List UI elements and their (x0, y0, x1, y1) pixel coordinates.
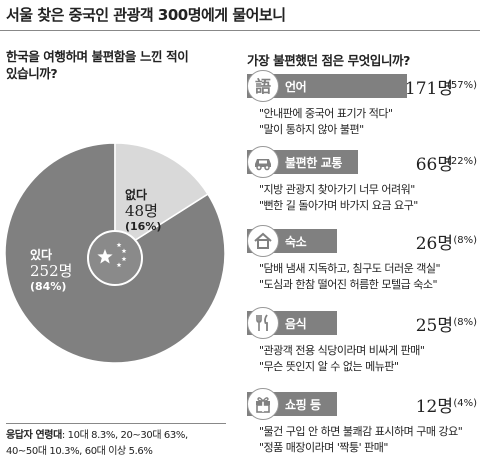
bar-category-label: 불편한 교통 (285, 156, 342, 170)
bar-row: 語 언어 171명 (57%) (247, 70, 477, 102)
quote-text: "뻔한 길 돌아가며 바가지 요금 요구" (259, 199, 418, 212)
fork-knife-icon (247, 307, 279, 339)
note-divider (6, 423, 226, 424)
flag-big-star (97, 249, 113, 264)
bar-pct-label: (8%) (453, 235, 477, 246)
pie-no-pct: (16%) (125, 220, 162, 233)
bar-category-label: 쇼핑 등 (285, 398, 321, 412)
quote-text: "안내판에 중국어 표기가 적다" (259, 107, 393, 120)
bar-count-label: 66명 (415, 155, 453, 175)
language-icon: 語 (247, 70, 279, 102)
bar-question: 가장 불편했던 점은 무엇입니까? (247, 53, 411, 68)
quote-text: "담배 냄새 지독하고, 침구도 더러운 객실" (259, 262, 441, 275)
title-divider (0, 30, 480, 31)
bar-item: 음식 25명 (8%) "관광객 전용 식당이라며 비싸게 판매" "무슨 뜻인지 알 … (247, 307, 477, 375)
bar-pct-label: (8%) (453, 317, 477, 328)
bar-row: 음식 25명 (8%) (247, 307, 477, 339)
bar-row: 쇼핑 등 12명 (4%) (247, 388, 477, 420)
pie-question: 한국을 여행하며 불편함을 느낀 적이 있습니까? (6, 48, 226, 82)
bar-count-label: 26명 (415, 234, 453, 254)
pie-svg (4, 142, 226, 364)
quote-list: "안내판에 중국어 표기가 적다" "말이 통하지 않아 불편" (247, 106, 477, 138)
quote-list: "물건 구입 안 하면 불쾌감 표시하며 구매 강요" "정품 매장이라며 '짝퉁… (247, 424, 477, 456)
bar-pct-label: (22%) (446, 156, 477, 167)
quote-text: "지방 관광지 찾아가기 너무 어려워" (259, 183, 415, 196)
bar-row: 불편한 교통 66명 (22%) (247, 146, 477, 178)
quote-text: "말이 통하지 않아 불편" (259, 123, 364, 136)
flag-circle (87, 230, 143, 286)
bar-item: 불편한 교통 66명 (22%) "지방 관광지 찾아가기 너무 어려워" "뻔한 길 … (247, 146, 477, 214)
quote-text: "무슨 뜻인지 알 수 없는 메뉴판" (259, 360, 399, 373)
note-label: 응답자 연령대 (6, 430, 62, 441)
china-flag-icon (87, 230, 143, 286)
pie-chart: 없다 48명 (16%) 있다 252명 (84%) (0, 88, 240, 418)
bar-category-label: 언어 (285, 80, 307, 94)
pie-no-value: 48명 (125, 202, 158, 220)
pie-label-yes: 있다 252명 (84%) (30, 246, 72, 293)
pie-question-line2: 있습니까? (6, 66, 58, 81)
house-icon (247, 225, 279, 257)
gift-icon (247, 388, 279, 420)
bar-category-label: 음식 (285, 317, 307, 331)
flag-small-star-1 (116, 242, 122, 248)
pie-yes-label: 있다 (30, 248, 53, 262)
bar-item: 語 언어 171명 (57%) "안내판에 중국어 표기가 적다" "말이 통하지 않아 … (247, 70, 477, 138)
bar-category-label: 숙소 (285, 235, 307, 249)
bar-row: 숙소 26명 (8%) (247, 225, 477, 257)
bar-pct-label: (57%) (446, 80, 477, 91)
bar-count-label: 25명 (415, 316, 453, 336)
pie-yes-value: 252명 (30, 262, 73, 280)
note-line1: : 10대 8.3%, 20~30대 63%, (61, 430, 188, 441)
bar-item: 숙소 26명 (8%) "담배 냄새 지독하고, 침구도 더러운 객실" "도심과 한참… (247, 225, 477, 293)
pie-question-line1: 한국을 여행하며 불편함을 느낀 적이 (6, 49, 189, 64)
flag-small-star-4 (116, 262, 122, 268)
respondent-age-note: 응답자 연령대: 10대 8.3%, 20~30대 63%, 40~50대 10… (6, 428, 231, 460)
bar-item: 쇼핑 등 12명 (4%) "물건 구입 안 하면 불쾌감 표시하며 구매 강요" "정… (247, 388, 477, 456)
quote-text: "도심과 한참 떨어진 허름한 모텔급 숙소" (259, 278, 438, 291)
flag-small-star-2 (121, 248, 127, 254)
page-title: 서울 찾은 중국인 관광객 300명에게 물어보니 (6, 6, 286, 24)
quote-list: "담배 냄새 지독하고, 침구도 더러운 객실" "도심과 한참 떨어진 허름한 … (247, 261, 477, 293)
car-icon (247, 146, 279, 178)
bar-count-label: 12명 (415, 397, 453, 417)
quote-list: "지방 관광지 찾아가기 너무 어려워" "뻔한 길 돌아가며 바가지 요금 요구… (247, 182, 477, 214)
flag-small-star-3 (121, 256, 127, 262)
bar-count-label: 171명 (404, 79, 453, 99)
quote-text: "정품 매장이라며 '짝퉁' 판매" (259, 441, 388, 454)
svg-text:語: 語 (255, 77, 271, 96)
pie-yes-pct: (84%) (30, 280, 67, 293)
quote-text: "물건 구입 안 하면 불쾌감 표시하며 구매 강요" (259, 425, 463, 438)
pie-label-no: 없다 48명 (16%) (125, 186, 161, 233)
pie-slice-no (114, 142, 209, 255)
pie-no-label: 없다 (125, 188, 148, 202)
quote-text: "관광객 전용 식당이라며 비싸게 판매" (259, 344, 425, 357)
bar-pct-label: (4%) (453, 398, 477, 409)
quote-list: "관광객 전용 식당이라며 비싸게 판매" "무슨 뜻인지 알 수 없는 메뉴판" (247, 343, 477, 375)
note-line2: 40~50대 10.3%, 60대 이상 5.6% (6, 446, 153, 457)
